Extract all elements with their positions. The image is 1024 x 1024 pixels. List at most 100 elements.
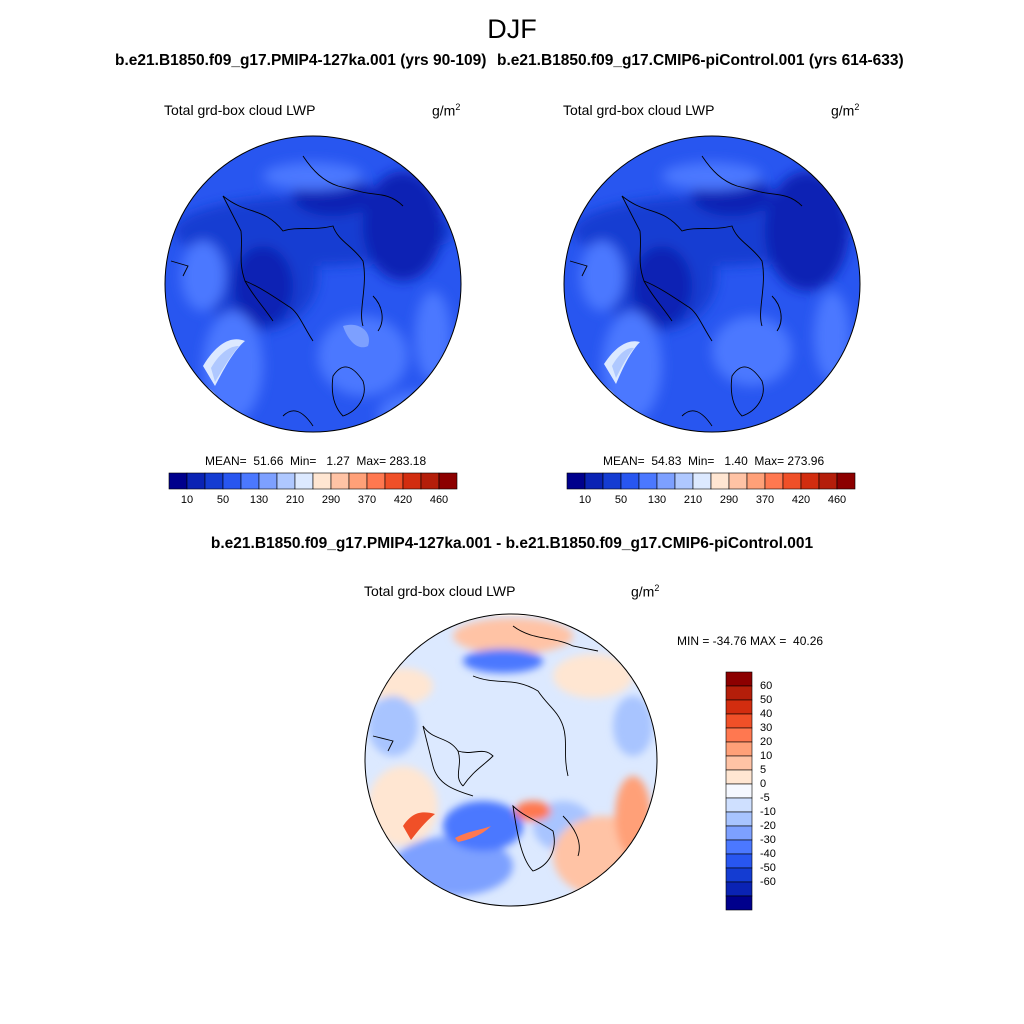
diff-colorbar-label: -5 <box>760 792 770 804</box>
right-polar-map <box>563 135 861 433</box>
left-colorbar-ticks: 10 50 130 210 290 370 420 460 <box>169 494 457 508</box>
diff-colorbar-swatch <box>725 839 753 855</box>
colorbar-tick-label: 420 <box>791 494 811 506</box>
diff-colorbar-swatch <box>725 825 753 841</box>
diff-colorbar-label: 40 <box>760 708 773 720</box>
colorbar-tick-label: 50 <box>216 494 230 506</box>
colorbar-swatch <box>276 472 296 490</box>
colorbar-tick-label: 420 <box>393 494 413 506</box>
colorbar-swatch <box>222 472 242 490</box>
colorbar-swatch <box>638 472 658 490</box>
colorbar-tick-label: 10 <box>180 494 194 506</box>
diff-colorbar-swatch <box>725 797 753 813</box>
diff-colorbar-swatch <box>725 867 753 883</box>
colorbar-swatch <box>438 472 458 490</box>
colorbar-tick-label: 370 <box>357 494 377 506</box>
colorbar-swatch <box>294 472 314 490</box>
diff-colorbar-swatch <box>725 727 753 743</box>
diff-colorbar-swatch <box>725 811 753 827</box>
diff-colorbar <box>725 671 753 911</box>
diff-colorbar-swatch <box>725 671 753 687</box>
colorbar-tick-label: 50 <box>614 494 628 506</box>
left-stats: MEAN= 51.66 Min= 1.27 Max= 283.18 <box>205 454 427 468</box>
diff-colorbar-label: 0 <box>760 778 767 790</box>
colorbar-swatch <box>366 472 386 490</box>
colorbar-tick-label: 210 <box>683 494 703 506</box>
right-colorbar-ticks: 10 50 130 210 290 370 420 460 <box>567 494 855 508</box>
diff-colorbar-swatch <box>725 853 753 869</box>
colorbar-swatch <box>746 472 766 490</box>
colorbar-tick-label: 290 <box>321 494 341 506</box>
right-units-label: g/m2 <box>831 102 860 119</box>
diff-colorbar-swatch <box>725 895 753 911</box>
diff-colorbar-swatch <box>725 685 753 701</box>
colorbar-tick-label: 460 <box>827 494 847 506</box>
diff-colorbar-swatch <box>725 881 753 897</box>
colorbar-tick-label: 370 <box>755 494 775 506</box>
diff-colorbar-label: -10 <box>760 806 776 818</box>
left-run-title: b.e21.B1850.f09_g17.PMIP4-127ka.001 (yrs… <box>115 52 487 69</box>
left-polar-map <box>164 135 462 433</box>
diff-colorbar-swatch <box>725 713 753 729</box>
season-title: DJF <box>487 14 537 44</box>
diff-minmax: MIN = -34.76 MAX = 40.26 <box>677 634 824 648</box>
diff-colorbar-label: -40 <box>760 848 776 860</box>
diff-colorbar-swatch <box>725 699 753 715</box>
colorbar-swatch <box>782 472 802 490</box>
diff-units-label: g/m2 <box>631 583 660 600</box>
colorbar-swatch <box>818 472 838 490</box>
left-colorbar <box>168 472 458 490</box>
diff-colorbar-label: 50 <box>760 694 773 706</box>
colorbar-swatch <box>348 472 368 490</box>
colorbar-tick-label: 130 <box>647 494 667 506</box>
diff-colorbar-label: -30 <box>760 834 776 846</box>
colorbar-swatch <box>384 472 404 490</box>
colorbar-swatch <box>602 472 622 490</box>
diff-colorbar-swatch <box>725 769 753 785</box>
diff-colorbar-label: 5 <box>760 764 767 776</box>
colorbar-swatch <box>656 472 676 490</box>
colorbar-swatch <box>168 472 188 490</box>
diff-colorbar-label: -60 <box>760 876 776 888</box>
left-units-label: g/m2 <box>432 102 461 119</box>
colorbar-swatch <box>800 472 820 490</box>
diff-variable-label: Total grd-box cloud LWP <box>364 583 516 599</box>
colorbar-swatch <box>312 472 332 490</box>
diff-colorbar-labels: 60 50 40 30 20 10 5 0 -5 -10 -20 -30 -40 -50 -60 <box>760 672 800 910</box>
difference-polar-map <box>364 613 658 907</box>
colorbar-swatch <box>186 472 206 490</box>
colorbar-swatch <box>620 472 640 490</box>
diff-colorbar-label: 60 <box>760 680 773 692</box>
diff-colorbar-label: 10 <box>760 750 773 762</box>
diff-colorbar-label: 20 <box>760 736 773 748</box>
colorbar-swatch <box>710 472 730 490</box>
diff-colorbar-label: -20 <box>760 820 776 832</box>
colorbar-swatch <box>728 472 748 490</box>
colorbar-swatch <box>330 472 350 490</box>
colorbar-swatch <box>402 472 422 490</box>
colorbar-swatch <box>204 472 224 490</box>
colorbar-swatch <box>258 472 278 490</box>
diff-colorbar-swatch <box>725 755 753 771</box>
right-colorbar <box>566 472 856 490</box>
right-run-title: b.e21.B1850.f09_g17.CMIP6-piControl.001 … <box>497 52 904 69</box>
colorbar-swatch <box>584 472 604 490</box>
colorbar-tick-label: 130 <box>249 494 269 506</box>
diff-colorbar-swatch <box>725 741 753 757</box>
right-variable-label: Total grd-box cloud LWP <box>563 102 715 118</box>
colorbar-swatch <box>566 472 586 490</box>
diff-colorbar-swatch <box>725 783 753 799</box>
left-variable-label: Total grd-box cloud LWP <box>164 102 316 118</box>
colorbar-swatch <box>420 472 440 490</box>
colorbar-swatch <box>240 472 260 490</box>
colorbar-swatch <box>764 472 784 490</box>
difference-title: b.e21.B1850.f09_g17.PMIP4-127ka.001 - b.… <box>210 535 814 552</box>
colorbar-tick-label: 10 <box>578 494 592 506</box>
right-stats: MEAN= 54.83 Min= 1.40 Max= 273.96 <box>603 454 825 468</box>
diff-colorbar-label: 30 <box>760 722 773 734</box>
diff-colorbar-label: -50 <box>760 862 776 874</box>
colorbar-swatch <box>674 472 694 490</box>
colorbar-tick-label: 210 <box>285 494 305 506</box>
colorbar-tick-label: 460 <box>429 494 449 506</box>
colorbar-swatch <box>836 472 856 490</box>
